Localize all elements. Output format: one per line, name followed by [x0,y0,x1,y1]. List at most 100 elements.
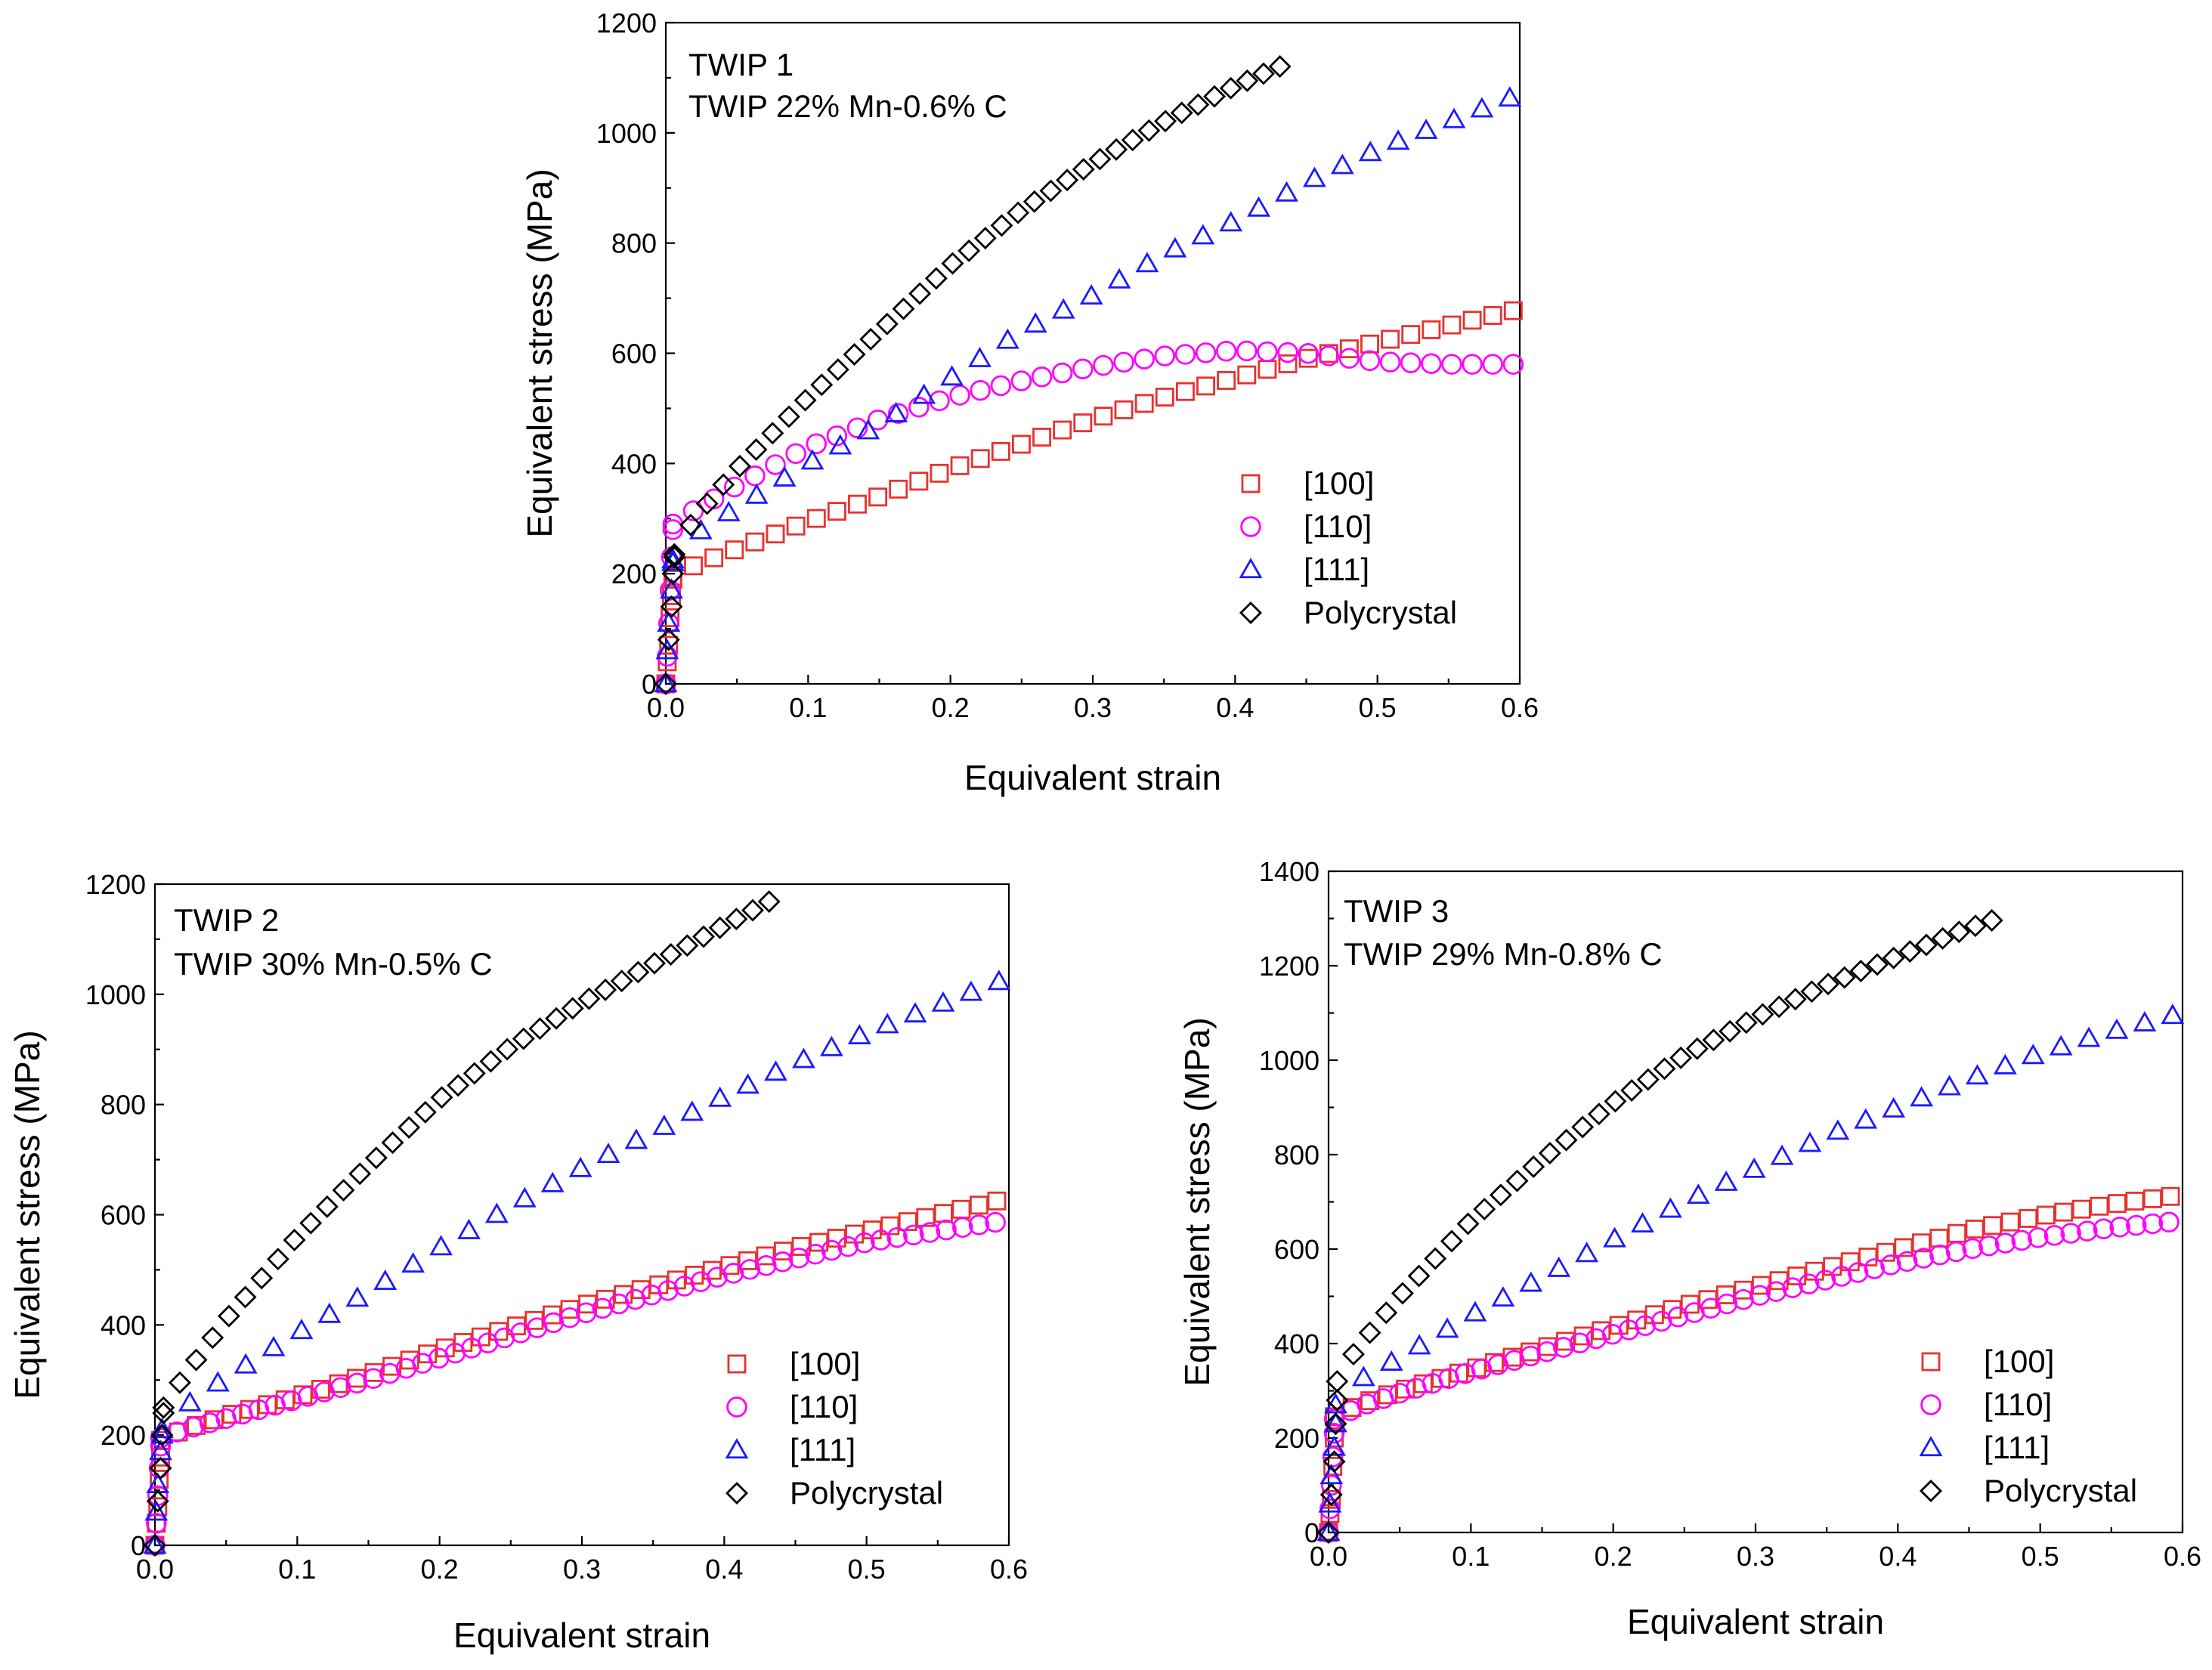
data-point-circle [1569,1332,1591,1354]
data-point-triangle [1414,118,1438,139]
data-point-triangle [1330,153,1354,175]
data-point-diamond [1898,940,1922,963]
data-point-square [1422,320,1441,339]
data-point-diamond [728,454,751,478]
data-point-circle [1031,366,1053,388]
data-point-diamond [654,673,677,695]
series-layer [1316,909,2185,1544]
data-point-diamond [561,997,584,1020]
data-point-diamond [892,297,915,320]
data-point-triangle [1854,1108,1878,1129]
data-point-diamond [1326,1389,1349,1412]
data-point-circle [1323,1409,1345,1430]
y-tick-label: 800 [611,228,657,259]
data-point-diamond [594,978,617,1001]
x-tick-label: 0.6 [1501,692,1539,723]
data-point-triangle [143,1533,167,1554]
data-point-circle [1482,354,1503,375]
data-point-diamond [1685,1037,1709,1060]
data-point-square [880,1216,900,1235]
series-diamond [144,890,781,1557]
data-point-square [2161,1186,2180,1206]
data-point-circle [765,454,786,475]
data-point-square [596,1289,615,1309]
data-point-diamond [1800,980,1824,1004]
y-tick-label: 600 [101,1200,146,1231]
data-point-circle [2158,1211,2180,1233]
data-point-circle [2126,1214,2147,1236]
y-tick-label: 400 [101,1310,146,1341]
x-axis-title: Equivalent strain [453,1616,710,1655]
data-point-triangle [1826,1119,1850,1140]
data-point-circle [739,1259,760,1280]
y-tick-label: 800 [1274,1140,1319,1171]
data-point-square [766,524,785,544]
legend-marker-circle [1240,516,1261,537]
data-point-square [991,441,1010,461]
data-point-diamond [643,951,667,975]
x-axis: 0.0 0.1 0.2 0.3 0.4 0.5 0.6 [136,1536,1028,1585]
chart-panel-twip-1: 0.0 0.1 0.2 0.3 0.4 0.5 0.6 0 200 400 600 800 1000 1… [520,8,1539,797]
data-point-square [806,509,826,528]
data-point-square [240,1399,259,1419]
data-point-circle [1716,1293,1738,1315]
x-tick-label: 0.5 [1359,692,1397,723]
data-point-triangle [708,1086,732,1107]
data-point-diamond [152,1402,175,1424]
data-point-diamond [1751,1003,1774,1026]
data-point-triangle [1051,298,1075,319]
data-point-triangle [1882,1096,1906,1118]
data-point-triangle [2021,1044,2045,1065]
data-point-diamond [315,1195,339,1218]
data-point-triangle [1470,97,1494,118]
data-point-diamond [1505,1169,1529,1192]
legend-marker-triangle [1239,558,1263,579]
legend-marker-circle [1920,1394,1941,1415]
data-point-triangle [772,465,797,487]
data-point-square [745,532,765,552]
x-tick-label: 0.0 [136,1554,174,1585]
data-point-circle [1733,1289,1754,1310]
data-point-square [2125,1192,2145,1211]
data-point-circle [919,1222,941,1243]
data-point-diamond [744,438,768,462]
data-point-circle [1113,351,1134,373]
x-tick-label: 0.5 [848,1554,886,1585]
data-point-diamond [1604,1090,1627,1113]
data-point-circle [724,476,745,498]
legend-label: [100] [1984,1344,2054,1379]
data-point-triangle [959,980,983,1001]
data-point-circle [887,403,909,424]
data-point-diamond [1039,179,1063,203]
y-axis: 0 200 400 600 800 1000 1200 [596,8,675,700]
y-tick-label: 0 [642,669,657,700]
data-point-diamond [1391,1282,1414,1305]
data-point-triangle [1742,1157,1766,1178]
data-point-circle [1618,1319,1640,1341]
data-point-triangle [1163,237,1187,258]
data-point-circle [1749,1285,1771,1306]
data-point-diamond [1882,946,1905,970]
data-point-circle [722,1263,744,1284]
data-point-circle [886,1226,908,1248]
data-point-diamond [1219,76,1242,100]
data-point-diamond [692,925,716,948]
legend-marker-triangle [725,1438,749,1459]
data-point-diamond [398,1116,421,1139]
series-square [656,301,1523,694]
data-point-square [1134,394,1154,413]
y-axis: 0 200 400 600 800 1000 1200 [85,869,164,1561]
data-point-triangle [1135,252,1159,273]
y-tick-label: 1000 [596,118,657,149]
data-point-square [1258,360,1277,379]
data-point-diamond [1323,1450,1346,1474]
data-point-diamond [364,1146,388,1170]
legend-marker-square [1921,1352,1941,1372]
y-axis: 0 200 400 600 800 1000 1200 1400 [1259,856,1338,1548]
y-tick-label: 400 [1274,1328,1319,1359]
data-point-square [1323,1457,1343,1476]
data-point-diamond [663,546,686,569]
data-point-triangle [206,1371,230,1392]
data-point-triangle [912,383,936,404]
data-point-triangle [150,1418,174,1439]
